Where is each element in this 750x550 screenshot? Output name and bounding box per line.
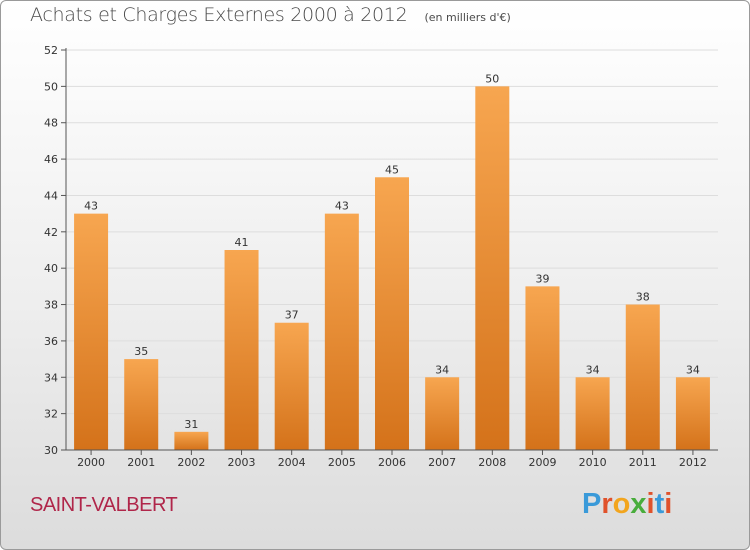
bar (575, 377, 610, 450)
data-label: 35 (134, 345, 148, 358)
x-tick-label: 2011 (629, 456, 657, 469)
chart-unit: (en milliers d'€) (424, 11, 511, 24)
x-tick-label: 2004 (278, 456, 306, 469)
data-label: 39 (535, 272, 549, 285)
logo-letter: x (630, 488, 647, 520)
logo-letter: o (612, 488, 631, 520)
y-tick-label: 46 (44, 153, 58, 166)
data-label: 38 (636, 291, 650, 304)
y-tick-label: 32 (44, 408, 58, 421)
logo-letter: P (582, 488, 602, 520)
bar (124, 359, 159, 450)
y-tick-label: 38 (44, 299, 58, 312)
y-tick-label: 34 (44, 371, 58, 384)
bar (625, 304, 660, 450)
proxiti-logo: Proxiti (582, 488, 672, 521)
y-tick-label: 42 (44, 226, 58, 239)
data-label: 34 (686, 363, 700, 376)
data-label: 43 (84, 200, 98, 213)
chart-title: Achats et Charges Externes 2000 à 2012 (30, 4, 408, 26)
x-tick-label: 2012 (679, 456, 707, 469)
data-label: 43 (335, 200, 349, 213)
logo-letter: i (646, 488, 655, 520)
data-label: 37 (285, 309, 299, 322)
x-tick-label: 2003 (228, 456, 256, 469)
chart-header: Achats et Charges Externes 2000 à 2012 (… (30, 4, 511, 26)
y-tick-label: 52 (44, 44, 58, 57)
data-label: 34 (586, 363, 600, 376)
data-label: 41 (235, 236, 249, 249)
logo-letter: i (664, 488, 673, 520)
bar (475, 86, 510, 450)
bar (675, 377, 710, 450)
bar (74, 213, 109, 450)
y-tick-label: 50 (44, 80, 58, 93)
bar (324, 213, 359, 450)
data-label: 50 (485, 72, 499, 85)
bar (375, 177, 409, 451)
y-tick-label: 30 (44, 444, 58, 457)
logo-letter: r (601, 488, 613, 520)
data-label: 31 (184, 418, 198, 431)
x-tick-label: 2006 (378, 456, 406, 469)
x-tick-label: 2005 (328, 456, 356, 469)
bar (274, 322, 309, 450)
data-label: 34 (435, 363, 449, 376)
y-tick-label: 40 (44, 262, 58, 275)
bar (425, 377, 460, 450)
x-tick-label: 2007 (428, 456, 456, 469)
bar (525, 286, 560, 450)
logo-letter: t (654, 488, 665, 520)
y-tick-label: 36 (44, 335, 58, 348)
y-tick-label: 48 (44, 117, 58, 130)
bar (224, 250, 259, 450)
commune-name: SAINT-VALBERT (30, 494, 178, 516)
x-tick-label: 2010 (579, 456, 607, 469)
data-label: 45 (385, 163, 399, 176)
x-tick-label: 2001 (127, 456, 155, 469)
x-tick-label: 2000 (77, 456, 105, 469)
x-tick-label: 2002 (177, 456, 205, 469)
x-tick-label: 2009 (528, 456, 556, 469)
bar (174, 431, 209, 450)
y-tick-label: 44 (44, 189, 58, 202)
x-tick-label: 2008 (478, 456, 506, 469)
